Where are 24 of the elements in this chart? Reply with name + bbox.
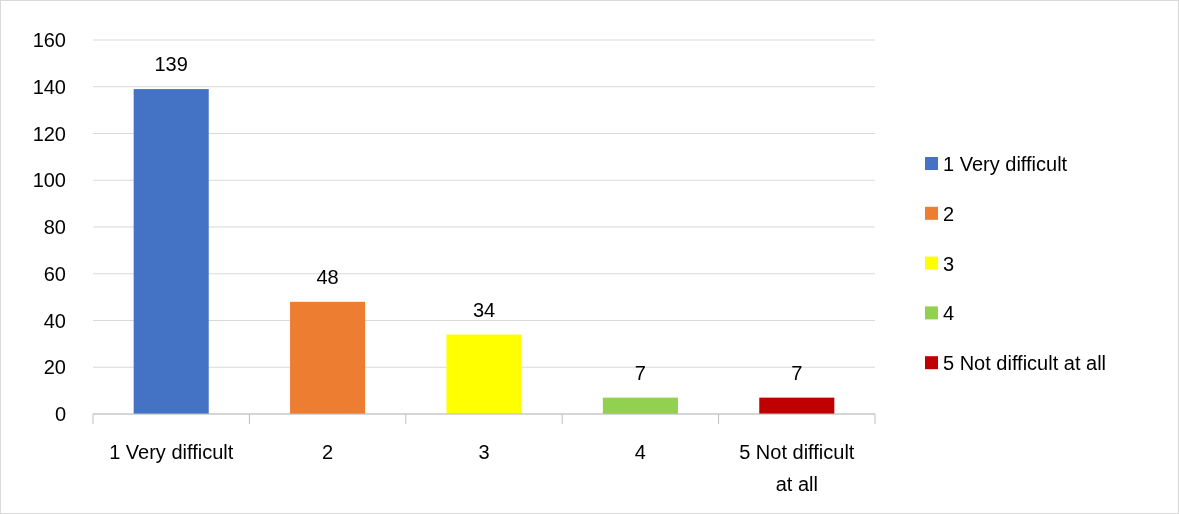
data-label: 139 (154, 53, 188, 76)
legend-label: 3 (943, 252, 955, 275)
y-tick-label: 100 (32, 169, 66, 192)
y-tick-label: 140 (32, 75, 66, 98)
data-label: 34 (472, 298, 496, 321)
data-label: 48 (316, 265, 339, 288)
y-tick-label: 60 (43, 262, 66, 285)
x-tick-label: 3 (478, 441, 490, 463)
data-label: 7 (791, 361, 803, 384)
y-tick-label: 80 (43, 216, 66, 238)
x-tick-label: 1 Very difficult (109, 441, 234, 463)
legend-label: 4 (943, 302, 955, 325)
y-tick-label: 0 (54, 403, 66, 425)
y-tick-label: 120 (32, 122, 66, 145)
x-tick-label: 4 (634, 441, 646, 463)
x-tick-label: 2 (322, 441, 334, 463)
data-label: 7 (634, 361, 646, 384)
legend-label: 5 Not difficult at all (943, 352, 1107, 375)
legend-label: 2 (943, 202, 955, 225)
x-tick-label: 5 Not difficult at all (739, 441, 855, 495)
y-tick-label: 160 (32, 29, 66, 51)
legend-label: 1 Very difficult (943, 153, 1068, 175)
y-tick-label: 40 (43, 309, 66, 332)
y-tick-label: 20 (43, 356, 66, 379)
